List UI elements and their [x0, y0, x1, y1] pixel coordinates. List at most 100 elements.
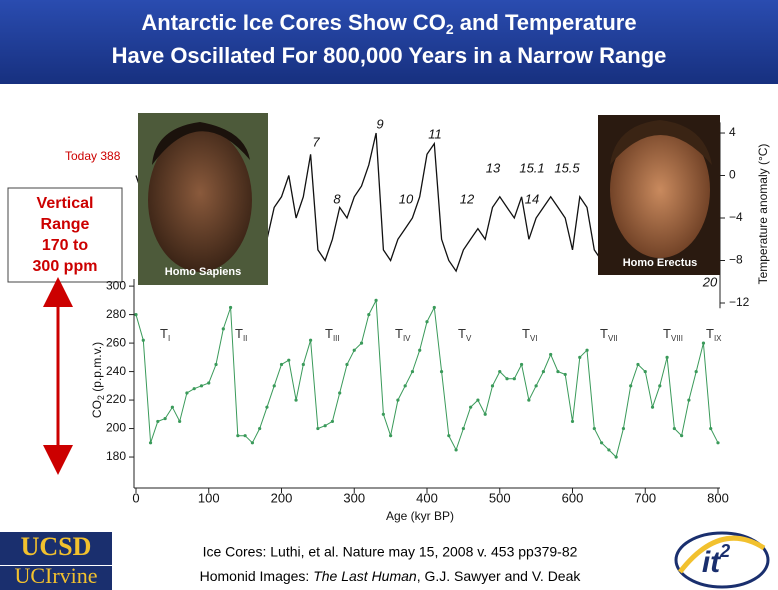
termination-base: T [160, 326, 168, 341]
data-point [614, 455, 618, 459]
it2-swoosh [678, 535, 766, 574]
x-axis-label: Age (kyr BP) [386, 509, 454, 523]
citation-part: , G.J. Sawyer and V. Deak [417, 568, 582, 584]
data-point [498, 369, 502, 374]
data-point [643, 369, 647, 374]
termination-label: TVIII [663, 326, 683, 343]
data-point [403, 384, 407, 388]
title-line-2: Have Oscillated For 800,000 Years in a N… [112, 43, 667, 68]
photo-caption: Homo Sapiens [165, 266, 241, 278]
data-point [170, 405, 174, 409]
data-point [338, 391, 342, 395]
termination-sub: VI [530, 334, 538, 343]
data-point [228, 305, 233, 310]
termination-sub: IX [714, 334, 722, 343]
data-point [287, 358, 291, 362]
data-point [650, 405, 655, 409]
data-point [352, 348, 356, 352]
y-axis-label: CO2 (p.p.m.v.) [90, 342, 106, 418]
data-point [265, 405, 269, 409]
y-tick-label: 280 [106, 307, 126, 321]
data-point [250, 441, 254, 445]
x-tick-label: 200 [271, 490, 293, 505]
termination-label: TII [235, 326, 247, 343]
photo-face [610, 122, 710, 258]
data-point [316, 426, 320, 431]
termination-base: T [235, 326, 243, 341]
range-text: Vertical [37, 195, 94, 212]
data-point [236, 434, 240, 438]
y2-tick-label: 0 [729, 168, 736, 182]
data-point [141, 338, 145, 342]
data-point [519, 362, 524, 367]
data-point [389, 434, 393, 438]
photo-right [598, 115, 720, 275]
termination-base: T [395, 326, 403, 341]
data-point [199, 384, 204, 388]
termination-label: TIV [395, 326, 411, 343]
interglacial-label: 15.1 [519, 160, 544, 175]
termination-base: T [663, 326, 671, 341]
data-point [163, 416, 167, 421]
data-point [563, 372, 567, 377]
data-point [490, 384, 495, 388]
y2-axis-label: Temperature anomaly (°C) [756, 144, 770, 285]
data-point [432, 305, 436, 310]
interglacial-label: 20 [702, 274, 718, 289]
data-point [534, 384, 538, 388]
photo-left [138, 113, 268, 285]
data-point [381, 412, 385, 416]
data-point [592, 426, 596, 431]
data-point [658, 384, 662, 388]
data-point [148, 441, 153, 445]
data-point [156, 419, 160, 424]
uci-text: UCIrvine [14, 563, 97, 588]
it2-main: it [702, 546, 722, 579]
data-point [541, 369, 546, 374]
data-point [258, 426, 262, 431]
data-point [570, 419, 575, 424]
it2-sup: 2 [719, 541, 730, 561]
range-text: 170 to [42, 237, 88, 254]
termination-base: T [600, 326, 608, 341]
data-point [578, 355, 582, 359]
data-point [476, 398, 480, 402]
y2-tick-label: 4 [729, 125, 736, 139]
data-point [701, 341, 706, 345]
data-point [636, 362, 640, 367]
data-point [359, 341, 364, 345]
citation-part: Homonid Images: [200, 568, 314, 584]
y-label-part: (p.p.m.v.) [90, 342, 104, 395]
y-tick-label: 220 [106, 392, 126, 406]
data-point [439, 369, 444, 374]
data-point [512, 377, 516, 381]
title-part: Antarctic Ice Cores Show CO [141, 10, 445, 35]
termination-sub: V [466, 334, 472, 343]
data-point [585, 348, 589, 352]
y2-tick-label: −8 [729, 253, 743, 267]
data-point [374, 298, 378, 302]
data-point [294, 398, 298, 402]
data-point [410, 369, 415, 374]
termination-label: TIII [325, 326, 340, 343]
it2-logo [674, 531, 770, 589]
data-point [330, 419, 335, 424]
termination-sub: III [333, 334, 340, 343]
termination-base: T [458, 326, 466, 341]
y2-tick-label: −4 [729, 210, 743, 224]
termination-label: TV [458, 326, 472, 343]
title-sub: 2 [446, 21, 454, 37]
range-box [7, 187, 123, 283]
termination-base: T [325, 326, 333, 341]
data-point [309, 338, 313, 342]
termination-sub: I [168, 334, 170, 343]
photo-hair [152, 122, 250, 165]
ucsd-text: UCSD [21, 532, 92, 561]
title-bar [0, 0, 778, 84]
photo-caption: Homo Erectus [623, 257, 698, 269]
uci-logo [0, 566, 112, 590]
data-point [621, 426, 626, 431]
photo-hair [610, 120, 712, 165]
data-point [454, 448, 458, 452]
